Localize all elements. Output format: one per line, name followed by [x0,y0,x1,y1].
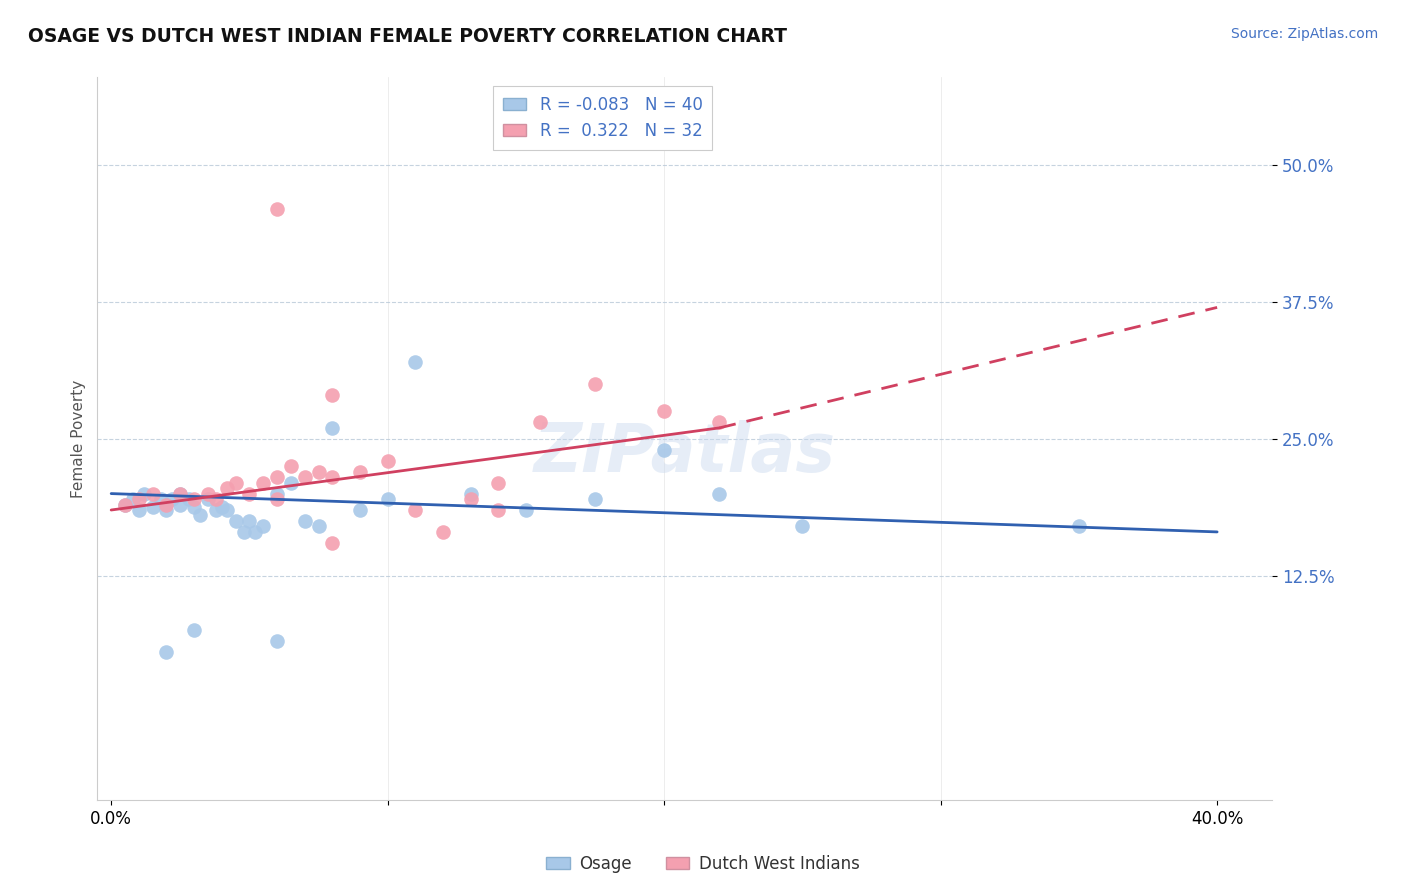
Point [155,645,177,659]
Legend: Osage, Dutch West Indians: Osage, Dutch West Indians [540,848,866,880]
Point [197,486,219,500]
Point [1067,519,1090,533]
Point [238,514,260,528]
Point [321,470,343,484]
Point [252,519,274,533]
Point [169,498,191,512]
Point [460,491,482,506]
Point [142,486,165,500]
Point [583,377,606,392]
Point [225,475,247,490]
Point [266,470,288,484]
Point [583,491,606,506]
Point [652,442,675,457]
Point [183,500,205,514]
Point [280,475,302,490]
Point [266,202,288,216]
Point [225,514,247,528]
Point [529,416,551,430]
Point [486,503,509,517]
Point [169,486,191,500]
Point [205,491,228,506]
Text: OSAGE VS DUTCH WEST INDIAN FEMALE POVERTY CORRELATION CHART: OSAGE VS DUTCH WEST INDIAN FEMALE POVERT… [28,27,787,45]
Point [169,486,191,500]
Point [321,536,343,550]
Point [321,388,343,402]
Point [377,491,399,506]
Point [197,491,219,506]
Point [652,404,675,418]
Point [217,503,239,517]
Point [432,524,454,539]
Point [238,486,260,500]
Point [308,465,330,479]
Point [349,465,371,479]
Point [294,470,316,484]
Point [515,503,537,517]
Point [114,498,136,512]
Point [232,524,254,539]
Point [404,503,426,517]
Point [266,634,288,648]
Point [217,481,239,495]
Point [128,491,150,506]
Point [114,498,136,512]
Point [183,624,205,638]
Point [243,524,266,539]
Legend: R = -0.083   N = 40, R =  0.322   N = 32: R = -0.083 N = 40, R = 0.322 N = 32 [494,86,713,150]
Point [294,514,316,528]
Point [211,500,233,514]
Point [188,508,211,523]
Point [183,491,205,506]
Point [266,491,288,506]
Point [252,475,274,490]
Point [709,486,731,500]
Point [349,503,371,517]
Point [142,500,165,514]
Point [404,355,426,369]
Point [377,454,399,468]
Point [792,519,814,533]
Point [205,503,228,517]
Point [266,486,288,500]
Point [128,503,150,517]
Text: ZIPatlas: ZIPatlas [534,420,837,486]
Point [177,491,200,506]
Point [122,491,145,506]
Y-axis label: Female Poverty: Female Poverty [72,380,86,498]
Point [709,416,731,430]
Point [486,475,509,490]
Point [149,491,172,506]
Point [321,421,343,435]
Point [308,519,330,533]
Point [460,486,482,500]
Point [280,459,302,474]
Point [160,491,183,506]
Text: Source: ZipAtlas.com: Source: ZipAtlas.com [1230,27,1378,41]
Point [155,498,177,512]
Point [134,486,156,500]
Point [155,503,177,517]
